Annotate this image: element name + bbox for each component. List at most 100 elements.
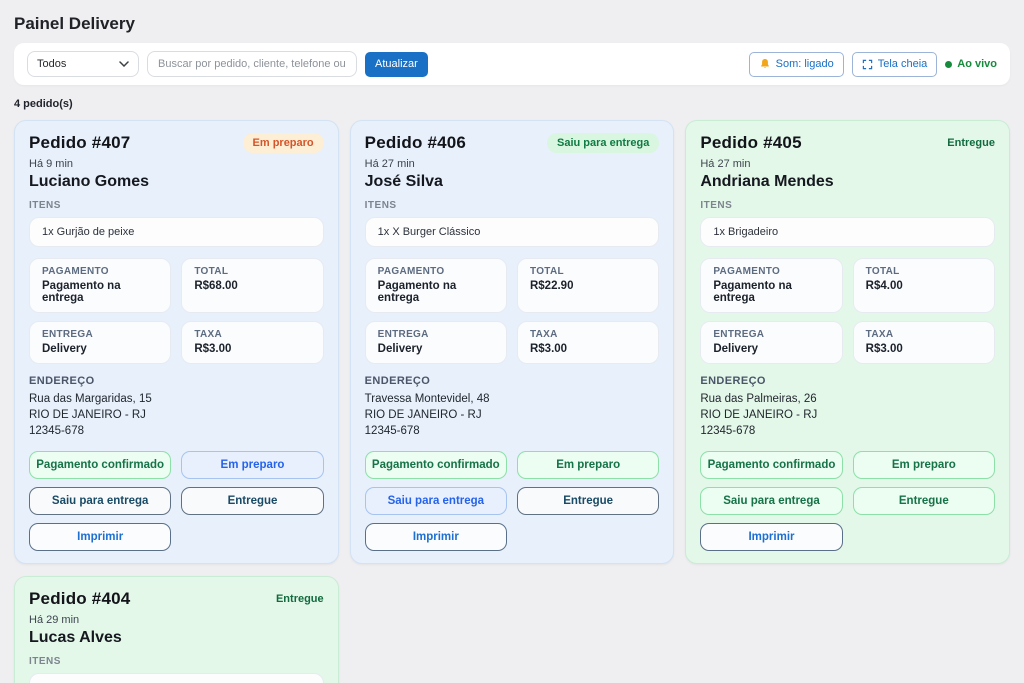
payment-label: PAGAMENTO — [713, 266, 781, 277]
order-card-header: Pedido #406 Saiu para entrega — [365, 133, 660, 153]
delivered-button[interactable]: Entregue — [181, 487, 324, 516]
status-badge: Entregue — [947, 137, 995, 149]
live-indicator: Ao vivo — [945, 58, 997, 70]
order-age: Há 9 min — [29, 158, 74, 170]
total-box: TOTAL R$22.90 — [516, 258, 660, 313]
payment-value: Pagamento na entrega — [42, 280, 121, 304]
status-badge: Entregue — [275, 593, 324, 606]
fee-box: TAXA R$3.00 — [516, 321, 660, 364]
address-label: ENDEREÇO — [364, 375, 431, 387]
address-lines: Rua das Margaridas, 15 RIO DE JANEIRO - R… — [29, 391, 324, 439]
delivery-label: ENTREGA — [42, 329, 93, 340]
address-line: 12345-678 — [700, 425, 756, 438]
order-id: Pedido #407 — [29, 133, 131, 152]
live-label: Ao vivo — [957, 58, 997, 70]
payment-box: PAGAMENTO Pagamento na entrega — [364, 258, 507, 313]
customer-name: José Silva — [364, 173, 443, 190]
payment-label: PAGAMENTO — [377, 266, 445, 277]
print-button[interactable]: Imprimir — [700, 523, 843, 552]
total-value: R$22.90 — [529, 280, 574, 292]
customer-name: Luciano Gomes — [29, 173, 150, 190]
payment-label: PAGAMENTO — [42, 266, 109, 277]
search-input[interactable] — [147, 51, 357, 77]
address-line: RIO DE JANEIRO - RJ — [700, 409, 818, 422]
confirm-payment-button[interactable]: Pagamento confirmado — [364, 451, 507, 480]
refresh-button[interactable]: Atualizar — [365, 51, 428, 77]
filter-select-value: Todos — [37, 58, 67, 70]
customer-name: Lucas Alves — [29, 629, 122, 647]
preparing-button[interactable]: Em preparo — [516, 451, 660, 480]
payment-box: PAGAMENTO Pagamento na entrega — [29, 258, 172, 313]
card-actions: Pagamento confirmado Em preparo Saiu para … — [700, 451, 995, 552]
items-label: ITENS — [364, 200, 397, 211]
sound-toggle-label: Som: ligado — [775, 58, 834, 70]
order-item: 1x Gurjão de peixe — [29, 673, 324, 683]
card-actions: Pagamento confirmado Em preparo Saiu para … — [29, 451, 324, 552]
address-line: Rua das Margaridas, 15 — [29, 393, 152, 405]
delivery-box: ENTREGA Delivery — [364, 321, 507, 364]
confirm-payment-button[interactable]: Pagamento confirmado — [700, 451, 843, 480]
bell-icon — [759, 58, 771, 70]
order-age: Há 29 min — [29, 614, 80, 627]
items-list: 1x Brigadeiro — [700, 217, 995, 247]
order-age: Há 27 min — [364, 158, 415, 170]
delivery-label: ENTREGA — [713, 329, 765, 340]
items-list: 1x Gurjão de peixe — [29, 217, 324, 247]
payment-value: Pagamento na entrega — [377, 280, 457, 304]
delivered-button[interactable]: Entregue — [852, 487, 995, 516]
order-id: Pedido #405 — [700, 133, 802, 152]
live-dot — [945, 60, 953, 68]
address-line: Rua das Palmeiras, 26 — [700, 393, 817, 405]
total-label: TOTAL — [865, 266, 900, 277]
fee-value: R$3.00 — [194, 343, 232, 355]
print-button[interactable]: Imprimir — [29, 523, 172, 552]
delivery-value: Delivery — [713, 343, 759, 355]
address-label: ENDEREÇO — [700, 375, 766, 387]
payment-value: Pagamento na entrega — [713, 280, 792, 304]
sound-toggle-button[interactable]: Som: ligado — [748, 51, 844, 77]
total-value: R$4.00 — [865, 280, 903, 292]
total-box: TOTAL R$4.00 — [852, 258, 995, 313]
preparing-button[interactable]: Em preparo — [852, 451, 995, 480]
out-for-delivery-button[interactable]: Saiu para entrega — [700, 487, 843, 516]
address-line: 12345-678 — [29, 425, 84, 438]
fee-label: TAXA — [865, 329, 894, 340]
fee-box: TAXA R$3.00 — [181, 321, 324, 364]
confirm-payment-button[interactable]: Pagamento confirmado — [29, 451, 172, 480]
order-card: Pedido #405 Entregue Há 27 min Andriana … — [685, 120, 1010, 565]
filter-select[interactable]: Todos — [27, 51, 139, 77]
info-grid: PAGAMENTO Pagamento na entrega TOTAL R$4… — [700, 258, 995, 364]
address-line: Travessa Montevidel, 48 — [364, 393, 490, 405]
toolbar: Todos Atualizar Som: ligado Tela cheia A… — [14, 43, 1010, 85]
print-button[interactable]: Imprimir — [364, 523, 507, 552]
delivery-value: Delivery — [377, 343, 423, 355]
delivered-button[interactable]: Entregue — [516, 487, 660, 516]
fullscreen-icon — [862, 59, 873, 70]
info-grid: PAGAMENTO Pagamento na entrega TOTAL R$6… — [29, 258, 324, 364]
orders-count: 4 pedido(s) — [14, 98, 73, 110]
order-card-header: Pedido #407 Em preparo — [29, 133, 324, 153]
delivery-box: ENTREGA Delivery — [29, 321, 172, 364]
out-for-delivery-button[interactable]: Saiu para entrega — [29, 487, 172, 516]
order-card: Pedido #404 Entregue Há 29 min Lucas Alv… — [14, 576, 339, 683]
order-card-header: Pedido #404 Entregue — [29, 589, 324, 609]
orders-grid: Pedido #407 Em preparo Há 9 min Luciano … — [14, 120, 1010, 683]
status-badge: Saiu para entrega — [547, 133, 660, 153]
items-label: ITENS — [29, 656, 61, 668]
payment-box: PAGAMENTO Pagamento na entrega — [700, 258, 843, 313]
out-for-delivery-button[interactable]: Saiu para entrega — [364, 487, 507, 516]
total-label: TOTAL — [529, 266, 564, 277]
items-list: 1x Gurjão de peixe — [29, 673, 324, 683]
delivery-label: ENTREGA — [377, 329, 429, 340]
order-id: Pedido #404 — [29, 589, 131, 609]
fullscreen-button[interactable]: Tela cheia — [851, 51, 938, 77]
delivery-value: Delivery — [42, 343, 87, 355]
preparing-button[interactable]: Em preparo — [181, 451, 324, 480]
fee-label: TAXA — [529, 329, 558, 340]
status-badge: Em preparo — [242, 133, 324, 153]
items-label: ITENS — [29, 200, 61, 211]
page-title: Painel Delivery — [14, 14, 135, 33]
order-card-header: Pedido #405 Entregue — [700, 133, 995, 153]
order-item: 1x X Burger Clássico — [364, 217, 660, 247]
